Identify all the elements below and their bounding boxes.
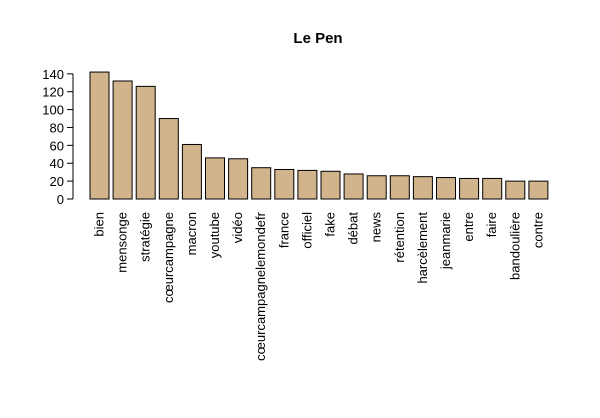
x-category-label: vidéo xyxy=(230,212,245,243)
y-tick-label: 120 xyxy=(42,85,64,100)
bar-19 xyxy=(528,180,549,200)
x-category-label: contre xyxy=(530,212,545,248)
bar-17 xyxy=(482,177,503,200)
bar-7 xyxy=(251,167,272,200)
x-axis-labels: bien mensonge stratégie cœurcampagne macron y… xyxy=(92,211,546,361)
bar-5 xyxy=(205,157,225,200)
x-category-label: bandoulière xyxy=(507,212,522,280)
x-category-label: bien xyxy=(92,212,107,237)
bars-group xyxy=(89,71,549,200)
y-tick-label: 80 xyxy=(50,120,64,135)
x-category-label: rétention xyxy=(392,212,407,263)
bar-15 xyxy=(436,177,456,200)
x-category-label: débat xyxy=(346,212,361,245)
bar-13 xyxy=(389,175,410,200)
y-tick-label: 40 xyxy=(50,156,64,171)
y-tick-label: 140 xyxy=(42,67,64,82)
bar-1 xyxy=(112,80,133,200)
x-category-label: jeanmarie xyxy=(438,212,453,270)
x-category-label: officiel xyxy=(299,212,314,249)
bar-10 xyxy=(320,170,341,200)
bar-8 xyxy=(274,168,295,200)
x-category-label: news xyxy=(369,212,384,243)
x-category-label: cœurcampagnelemondefr xyxy=(253,211,268,361)
bar-4 xyxy=(181,143,202,200)
y-tick-label: 20 xyxy=(50,174,64,189)
x-category-label: entre xyxy=(461,212,476,242)
x-category-label: macron xyxy=(184,212,199,255)
bar-6 xyxy=(228,158,249,200)
bar-14 xyxy=(412,176,433,200)
x-category-label: youtube xyxy=(207,212,222,258)
bar-16 xyxy=(459,177,480,200)
bar-3 xyxy=(158,118,179,200)
chart-title: Le Pen xyxy=(293,30,342,47)
bar-0 xyxy=(89,71,110,200)
x-category-label: fake xyxy=(323,212,338,237)
y-tick-label: 60 xyxy=(50,138,64,153)
x-category-label: stratégie xyxy=(138,212,153,262)
x-category-label: cœurcampagne xyxy=(161,212,176,303)
y-axis: 0 20 40 60 80 100 120 140 xyxy=(42,67,73,207)
x-category-label: harcèlement xyxy=(415,212,430,284)
bar-2 xyxy=(135,85,156,200)
x-category-label: france xyxy=(276,212,291,248)
y-tick-label: 0 xyxy=(57,192,64,207)
bar-11 xyxy=(343,173,364,200)
y-tick-label: 100 xyxy=(42,103,64,118)
bar-18 xyxy=(505,180,526,200)
x-category-label: faire xyxy=(484,212,499,237)
x-category-label: mensonge xyxy=(115,212,130,273)
bar-12 xyxy=(366,175,387,200)
bar-9 xyxy=(297,169,318,200)
